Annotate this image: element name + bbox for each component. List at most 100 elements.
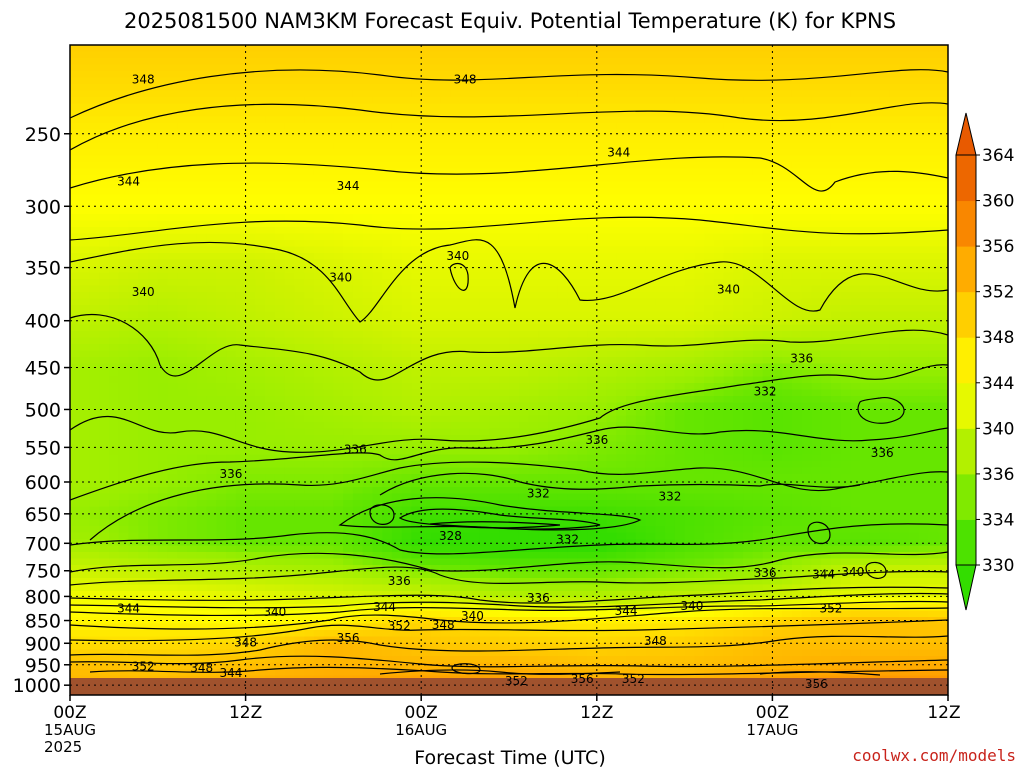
heatmap-cell (421, 227, 432, 235)
heatmap-cell (187, 402, 198, 410)
heatmap-cell (791, 214, 803, 222)
heatmap-cell (460, 337, 471, 345)
heatmap-cell (284, 149, 295, 157)
heatmap-cell (908, 58, 920, 66)
heatmap-cell (401, 233, 413, 241)
heatmap-cell (791, 259, 803, 267)
heatmap-cell (304, 344, 315, 352)
heatmap-cell (333, 292, 344, 300)
heatmap-cell (791, 363, 803, 371)
heatmap-cell (528, 51, 539, 59)
heatmap-cell (294, 220, 305, 228)
heatmap-cell (908, 396, 920, 404)
heatmap-cell (352, 246, 364, 254)
heatmap-cell (791, 149, 803, 157)
heatmap-cell (99, 383, 110, 391)
heatmap-cell (469, 292, 481, 300)
heatmap-cell (918, 175, 930, 183)
heatmap-cell (187, 142, 198, 150)
heatmap-cell (206, 285, 217, 293)
heatmap-cell (479, 337, 491, 345)
heatmap-cell (791, 344, 803, 352)
heatmap-cell (469, 162, 481, 170)
heatmap-cell (821, 142, 832, 150)
heatmap-cell (391, 71, 403, 79)
heatmap-cell (313, 305, 325, 313)
heatmap-cell (284, 103, 295, 111)
heatmap-cell (79, 175, 91, 183)
heatmap-cell (733, 331, 744, 339)
heatmap-cell (674, 311, 686, 319)
heatmap-cell (362, 188, 374, 196)
heatmap-cell (869, 103, 881, 111)
heatmap-cell (206, 383, 217, 391)
heatmap-cell (538, 233, 549, 241)
heatmap-cell (626, 233, 637, 241)
heatmap-cell (70, 240, 81, 248)
heatmap-cell (791, 142, 803, 150)
heatmap-cell (782, 350, 793, 358)
heatmap-cell (733, 71, 744, 79)
heatmap-cell (352, 90, 364, 98)
heatmap-cell (938, 214, 948, 222)
heatmap-cell (196, 103, 208, 111)
heatmap-cell (889, 129, 900, 137)
heatmap-cell (518, 71, 530, 79)
heatmap-cell (499, 259, 510, 267)
heatmap-cell (752, 142, 764, 150)
heatmap-cell (665, 279, 676, 287)
heatmap-cell (138, 175, 149, 183)
heatmap-cell (294, 318, 305, 326)
heatmap-cell (294, 58, 305, 66)
heatmap-cell (938, 279, 948, 287)
heatmap-cell (450, 389, 461, 397)
heatmap-cell (548, 318, 559, 326)
heatmap-cell (128, 45, 139, 53)
heatmap-cell (684, 175, 695, 183)
heatmap-cell (206, 207, 217, 215)
heatmap-cell (626, 110, 637, 118)
heatmap-cell (460, 279, 471, 287)
heatmap-cell (109, 298, 120, 306)
heatmap-cell (811, 311, 822, 319)
heatmap-cell (128, 337, 139, 345)
heatmap-cell (801, 357, 813, 365)
heatmap-cell (382, 220, 393, 228)
heatmap-cell (850, 292, 861, 300)
heatmap-cell (899, 344, 910, 352)
heatmap-cell (304, 64, 315, 72)
heatmap-cell (333, 45, 344, 53)
heatmap-cell (626, 194, 637, 202)
heatmap-cell (655, 77, 666, 85)
heatmap-cell (352, 162, 364, 170)
heatmap-cell (99, 155, 110, 163)
heatmap-cell (118, 136, 130, 144)
heatmap-cell (762, 214, 773, 222)
heatmap-cell (684, 396, 695, 404)
heatmap-cell (684, 324, 695, 332)
heatmap-cell (606, 324, 617, 332)
heatmap-cell (782, 207, 793, 215)
heatmap-cell (226, 292, 237, 300)
heatmap-cell (255, 259, 266, 267)
heatmap-cell (177, 324, 188, 332)
heatmap-cell (362, 110, 374, 118)
heatmap-cell (743, 110, 754, 118)
heatmap-cell (684, 363, 695, 371)
heatmap-cell (782, 396, 793, 404)
heatmap-cell (772, 136, 783, 144)
heatmap-cell (128, 142, 139, 150)
heatmap-cell (489, 90, 500, 98)
heatmap-cell (499, 344, 510, 352)
heatmap-cell (587, 363, 598, 371)
heatmap-cell (723, 233, 734, 241)
heatmap-cell (411, 162, 422, 170)
heatmap-cell (352, 357, 364, 365)
heatmap-cell (167, 305, 178, 313)
heatmap-cell (411, 233, 422, 241)
heatmap-cell (577, 168, 588, 176)
heatmap-cell (138, 129, 149, 137)
heatmap-cell (313, 175, 325, 183)
heatmap-cell (196, 266, 208, 274)
heatmap-cell (128, 389, 139, 397)
